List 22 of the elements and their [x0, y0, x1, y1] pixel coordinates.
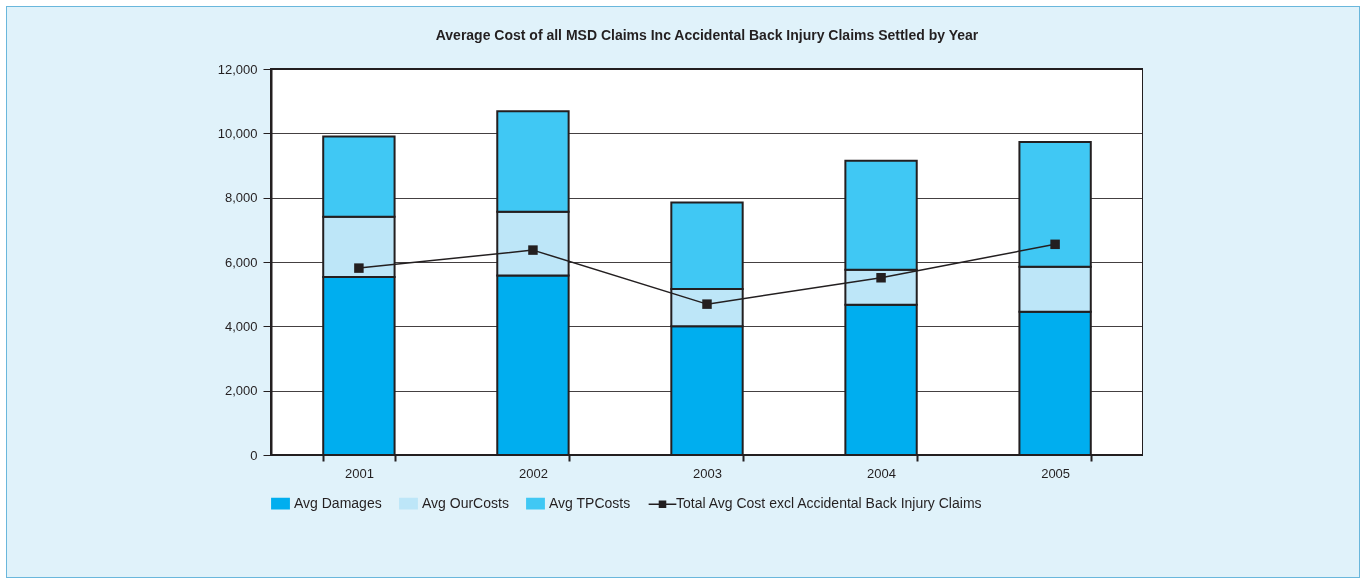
point [528, 245, 538, 255]
y-tick-label: 6,000 [224, 254, 258, 270]
y-tick-label: 2,000 [224, 383, 258, 399]
point [702, 299, 712, 309]
point [354, 263, 364, 273]
x-tick-label: 2004 [867, 465, 897, 481]
x-tick-label: 2002 [518, 465, 548, 481]
x-tick-label: 2001 [344, 465, 374, 481]
y-tick-label: 4,000 [224, 318, 258, 334]
x-tick-label: 2003 [693, 465, 722, 481]
y-tick-label: 10,000 [217, 125, 258, 141]
chart-title: Average Cost of all MSD Claims Inc Accidental Back Injury Claims Settled by Year [435, 27, 979, 43]
legend-label: Avg Damages [294, 494, 382, 511]
point [1050, 239, 1060, 250]
point [876, 273, 886, 283]
legend-label: Total Avg Cost excl Accidental Back Injury Claims [676, 495, 982, 512]
x-tick-label: 2005 [1041, 465, 1071, 481]
y-tick-label: 8,000 [224, 190, 258, 206]
y-tick-label: 0 [250, 447, 258, 463]
legend-label: Avg TPCosts [549, 494, 631, 511]
legend-label: Avg OurCosts [422, 494, 509, 511]
y-tick-label: 12,000 [217, 61, 258, 77]
